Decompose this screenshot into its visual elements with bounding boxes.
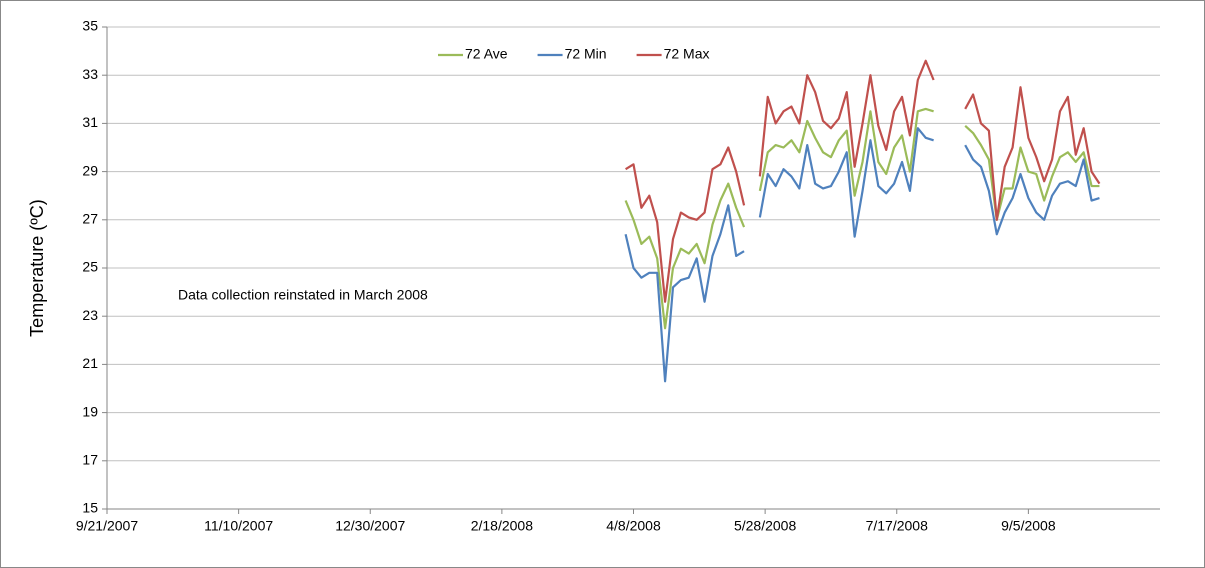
x-tick-label: 12/30/2007 [335,518,405,534]
x-tick-label: 11/10/2007 [204,518,273,534]
y-tick-label: 29 [82,162,98,178]
x-tick-label: 7/17/2008 [866,518,928,534]
x-tick-label: 4/8/2008 [606,518,661,534]
y-tick-label: 27 [82,211,98,227]
legend-label: 72 Ave [465,46,508,62]
x-tick-label: 9/21/2007 [76,518,138,534]
series-line [625,59,1101,303]
x-tick-label: 5/28/2008 [734,518,796,534]
y-tick-label: 33 [82,66,98,82]
x-tick-label: 2/18/2008 [471,518,533,534]
x-tick-label: 9/5/2008 [1001,518,1056,534]
y-tick-label: 21 [82,355,98,371]
y-tick-label: 15 [82,500,98,516]
y-tick-label: 31 [82,114,98,130]
y-axis-label: Temperature (ºC) [27,199,47,337]
y-tick-label: 23 [82,307,98,323]
legend-label: 72 Min [565,46,607,62]
series-line [624,107,1100,330]
y-tick-label: 25 [82,259,98,275]
annotation: Data collection reinstated in March 2008 [178,287,428,303]
y-tick-label: 35 [82,18,98,34]
legend-label: 72 Max [664,46,710,62]
y-tick-label: 19 [82,403,98,419]
y-tick-label: 17 [82,452,98,468]
series-line [624,127,1100,383]
